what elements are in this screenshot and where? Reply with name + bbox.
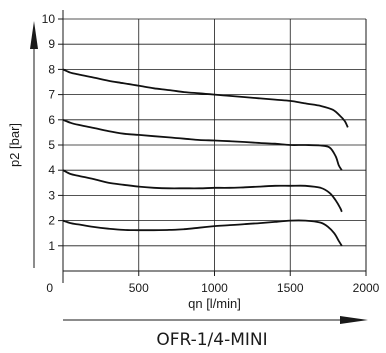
x-tick-label: 1500 (277, 281, 304, 295)
x-axis-label: qn [l/min] (188, 296, 241, 311)
series-line-2 (62, 118, 343, 171)
y-tick-label: 5 (48, 138, 55, 152)
y-tick-label: 2 (48, 214, 55, 228)
series-line-1 (62, 68, 349, 128)
x-axis-arrow (340, 316, 368, 324)
series-lines (62, 68, 349, 247)
y-tick-label: 7 (48, 88, 55, 102)
y-tick-label: 9 (48, 37, 55, 51)
y-axis-label: p2 [bar] (7, 123, 22, 167)
x-tick-label: 1000 (201, 281, 228, 295)
x-tick-label: 2000 (353, 281, 380, 295)
chart-title: OFR-1/4-MINI (156, 330, 267, 350)
axes (30, 10, 368, 324)
y-tick-label: 1 (48, 239, 55, 253)
x-tick-label: 500 (129, 281, 149, 295)
y-axis-arrow (30, 21, 38, 49)
series-line-3 (62, 169, 343, 213)
x-tick-label: 0 (46, 281, 53, 295)
series-line-4 (62, 219, 343, 247)
y-tick-label: 8 (48, 62, 55, 76)
y-tick-label: 6 (48, 113, 55, 127)
tick-labels: 1 2 3 4 5 6 7 8 9 10 0 500 1000 1500 2000 (42, 12, 380, 295)
y-tick-label: 3 (48, 188, 55, 202)
y-tick-label: 4 (48, 163, 55, 177)
y-tick-label: 10 (42, 12, 56, 26)
